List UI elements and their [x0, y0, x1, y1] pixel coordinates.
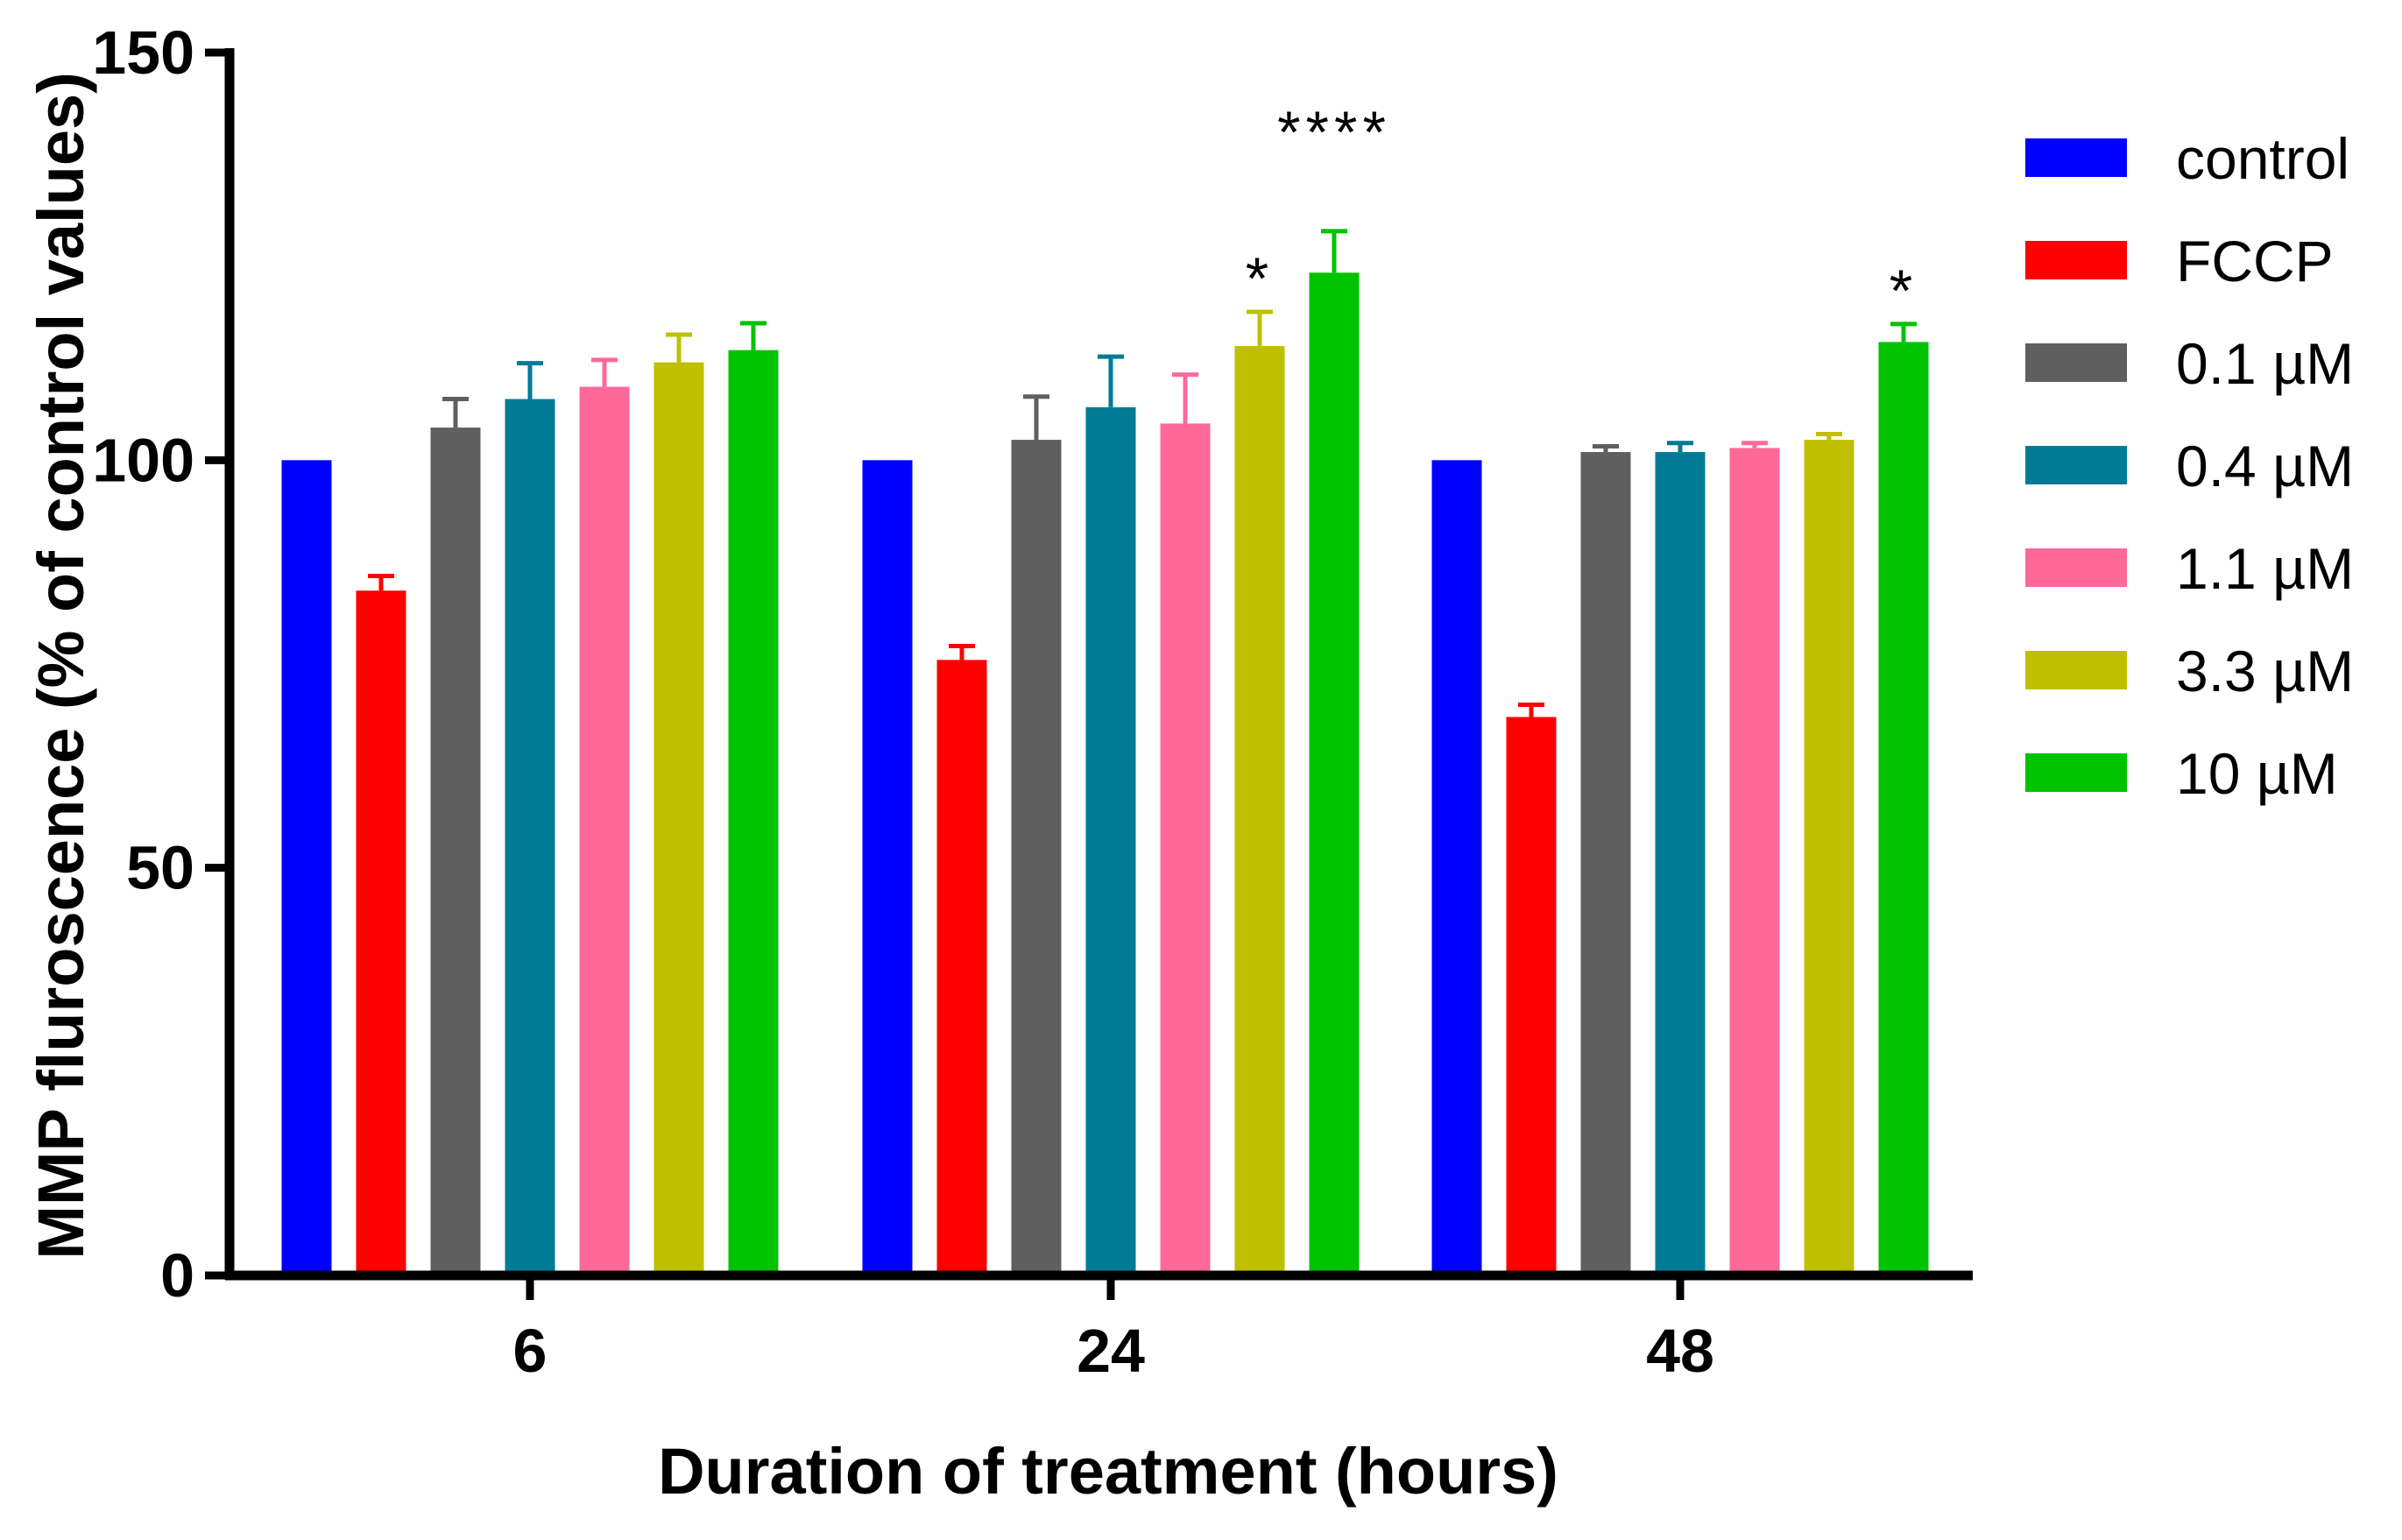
bar-10-m-6 [728, 350, 779, 1275]
bar-control-24 [862, 460, 913, 1275]
bar-control-48 [1431, 460, 1482, 1275]
y-tick-label: 150 [92, 18, 194, 87]
bar-3-3-m-24 [1234, 346, 1285, 1275]
bar-0-4-m-24 [1085, 406, 1136, 1276]
axes-layer: 0 50 100 150 6 24 48 [92, 18, 1973, 1385]
legend-label-0-4-m: 0.4 µM [2176, 434, 2354, 498]
bar-1-1-m-24 [1160, 423, 1211, 1275]
bar-3-3-m-48 [1804, 440, 1854, 1276]
legend-label-0-1-m: 0.1 µM [2176, 331, 2354, 396]
bar-fccp-48 [1506, 717, 1557, 1275]
bar-control-6 [281, 460, 332, 1275]
legend-swatch-control [2025, 138, 2127, 177]
legend-swatch-3-3-m [2025, 651, 2127, 689]
bar-0-4-m-48 [1655, 452, 1706, 1275]
bar-0-1-m-24 [1011, 440, 1062, 1276]
bar-1-1-m-48 [1729, 448, 1780, 1276]
bar-10-m-48 [1878, 342, 1929, 1275]
bar-3-3-m-6 [653, 362, 704, 1275]
legend-swatch-0-4-m [2025, 446, 2127, 484]
x-tick-label: 6 [513, 1317, 548, 1385]
legend-label-fccp: FCCP [2176, 229, 2334, 293]
y-axis-title: MMP fluroscence (% of control values) [25, 72, 97, 1260]
legend-swatch-1-1-m [2025, 548, 2127, 587]
bar-1-1-m-6 [579, 386, 630, 1275]
bar-10-m-24 [1309, 272, 1360, 1275]
legend-label-1-1-m: 1.1 µM [2176, 536, 2354, 601]
legend-label-10-m: 10 µM [2176, 741, 2338, 806]
legend-label-control: control [2176, 126, 2349, 191]
y-tick-label: 50 [126, 834, 194, 902]
bar-0-1-m-6 [430, 427, 481, 1275]
bar-fccp-6 [356, 590, 406, 1275]
bars-layer: ****** [281, 99, 1929, 1276]
legend-swatch-0-1-m [2025, 343, 2127, 382]
significance-annotation: * [1890, 258, 1918, 324]
legend-swatch-fccp [2025, 241, 2127, 279]
legend-label-3-3-m: 3.3 µM [2176, 639, 2354, 703]
bar-fccp-24 [936, 660, 987, 1275]
x-axis-title: Duration of treatment (hours) [658, 1435, 1558, 1508]
x-tick-label: 48 [1646, 1317, 1714, 1385]
significance-annotation: **** [1277, 99, 1391, 166]
y-tick-label: 0 [160, 1241, 194, 1310]
x-tick-label: 24 [1077, 1317, 1145, 1385]
bar-0-1-m-48 [1580, 452, 1631, 1275]
bar-0-4-m-6 [505, 399, 555, 1275]
significance-annotation: * [1246, 245, 1274, 312]
legend-swatch-10-m [2025, 753, 2127, 792]
y-tick-label: 100 [92, 426, 194, 494]
legend: control FCCP 0.1 µM 0.4 µM 1.1 µM 3.3 µM 10 µM [2025, 126, 2354, 806]
